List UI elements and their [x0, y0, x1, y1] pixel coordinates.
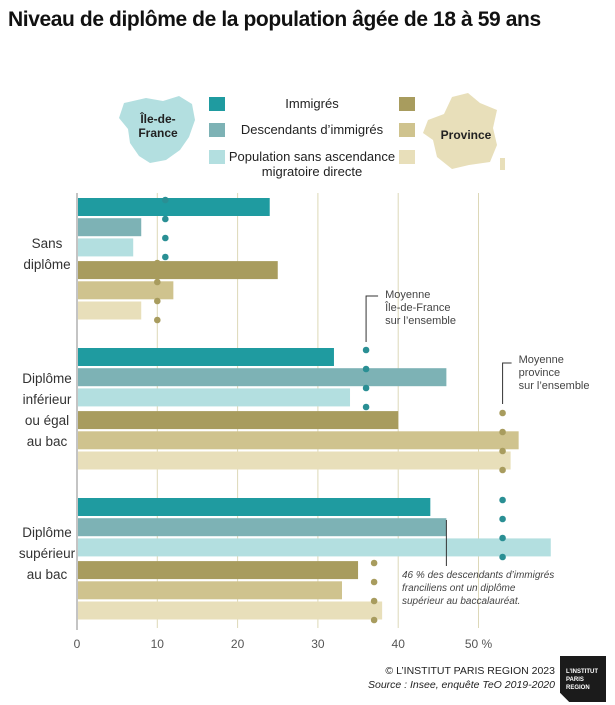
mean-idf-dot [499, 515, 506, 523]
bar [78, 198, 270, 216]
mean-province-dot [370, 578, 378, 586]
mean-province-dot [499, 428, 506, 436]
mean-province-dot [154, 297, 161, 305]
legend-label: Immigrés [285, 96, 339, 111]
bar [78, 411, 399, 430]
institut-logo: L’INSTITUT PARIS REGION [560, 656, 606, 702]
legend-swatch-province [399, 123, 415, 137]
ile-de-france-map [119, 96, 195, 163]
legend-swatch-province [399, 97, 415, 111]
x-tick-label: 0 [74, 637, 81, 651]
mean-idf-dot [162, 234, 169, 242]
bar [78, 498, 431, 516]
mean-idf-dot [362, 365, 370, 373]
mean-idf-dot [162, 215, 169, 223]
logo-text-2: PARIS [566, 677, 584, 683]
mean-province-dot [499, 466, 506, 474]
category-label: Sans diplôme [23, 236, 70, 272]
bar [78, 518, 447, 537]
mean-idf-annotation: Moyenne Île-de-France sur l’ensemble [384, 289, 456, 327]
source-note: Source : Insee, enquête TeO 2019-2020 [367, 679, 555, 691]
x-tick-label: 20 [231, 637, 245, 651]
mean-province-dot [154, 316, 161, 324]
footer: © L’INSTITUT PARIS REGION 2023 Source : … [368, 664, 555, 692]
bar [78, 581, 342, 600]
mean-province-dot [154, 278, 161, 286]
descendants-note: 46 % des descendants d’immigrés francilie… [402, 570, 554, 607]
bar [78, 538, 551, 557]
legend-swatch-idf [209, 150, 225, 164]
legend-label: Population sans ascendance migratoire dir… [229, 149, 395, 179]
mean-province-callout-line [502, 362, 512, 404]
logo-text-3: REGION [566, 685, 590, 691]
mean-idf-dot [499, 496, 506, 504]
legend-swatch-idf [209, 97, 225, 111]
province-label: Province [441, 128, 492, 142]
mean-idf-dot [362, 403, 370, 411]
france-map [423, 93, 497, 169]
logo-text-1: L’INSTITUT [566, 669, 598, 675]
mean-province-dot [370, 559, 378, 567]
corsica-shape [500, 158, 505, 170]
legend-swatch-province [399, 150, 415, 164]
bar [78, 561, 359, 580]
legend-swatch-idf [209, 123, 225, 137]
chart-title: Niveau de diplôme de la population âgée … [8, 8, 541, 31]
mean-idf-dot [162, 196, 169, 204]
legend-label: Descendants d’immigrés [241, 122, 384, 137]
bar [78, 368, 447, 387]
mean-idf-dot [499, 553, 506, 561]
mean-province-dot [370, 616, 378, 624]
mean-idf-dot [499, 534, 506, 542]
mean-idf-dot [362, 346, 370, 354]
x-tick-label: 30 [311, 637, 325, 651]
category-label: Diplôme supérieur au bac [19, 525, 76, 582]
mean-province-dot [370, 597, 378, 605]
annotations: Moyenne Île-de-France sur l’ensemble Moyenn… [365, 289, 590, 607]
bar [78, 238, 134, 257]
category-labels: Sans diplôme Diplôme inférieur ou égal au bac… [19, 236, 76, 582]
ile-de-france-label: Île-de-France [138, 111, 178, 140]
x-tick-label: 10 [151, 637, 165, 651]
mean-idf-dot [362, 384, 370, 392]
bar [78, 281, 174, 300]
legend: Île-de-France Province Immigrés Descendants… [119, 93, 505, 179]
mean-province-dot [499, 447, 506, 455]
x-tick-label: 40 [392, 637, 406, 651]
bar [78, 601, 383, 620]
bar [78, 431, 519, 450]
bar [78, 218, 142, 237]
bar [78, 348, 334, 366]
mean-province-dot [154, 259, 161, 267]
mean-province-annotation: Moyenne province sur l’ensemble [519, 354, 590, 392]
mean-markers [154, 196, 506, 624]
bars [78, 198, 551, 620]
category-label: Diplôme inférieur ou égal au bac [22, 371, 72, 449]
mean-idf-dot [162, 253, 169, 261]
bar [78, 261, 278, 280]
copyright: © L’INSTITUT PARIS REGION 2023 [385, 665, 555, 677]
bar [78, 388, 351, 407]
bar [78, 301, 142, 320]
mean-province-dot [499, 409, 506, 417]
bar [78, 451, 511, 470]
mean-idf-callout-line [365, 295, 379, 342]
x-tick-label: 50 % [465, 637, 493, 651]
